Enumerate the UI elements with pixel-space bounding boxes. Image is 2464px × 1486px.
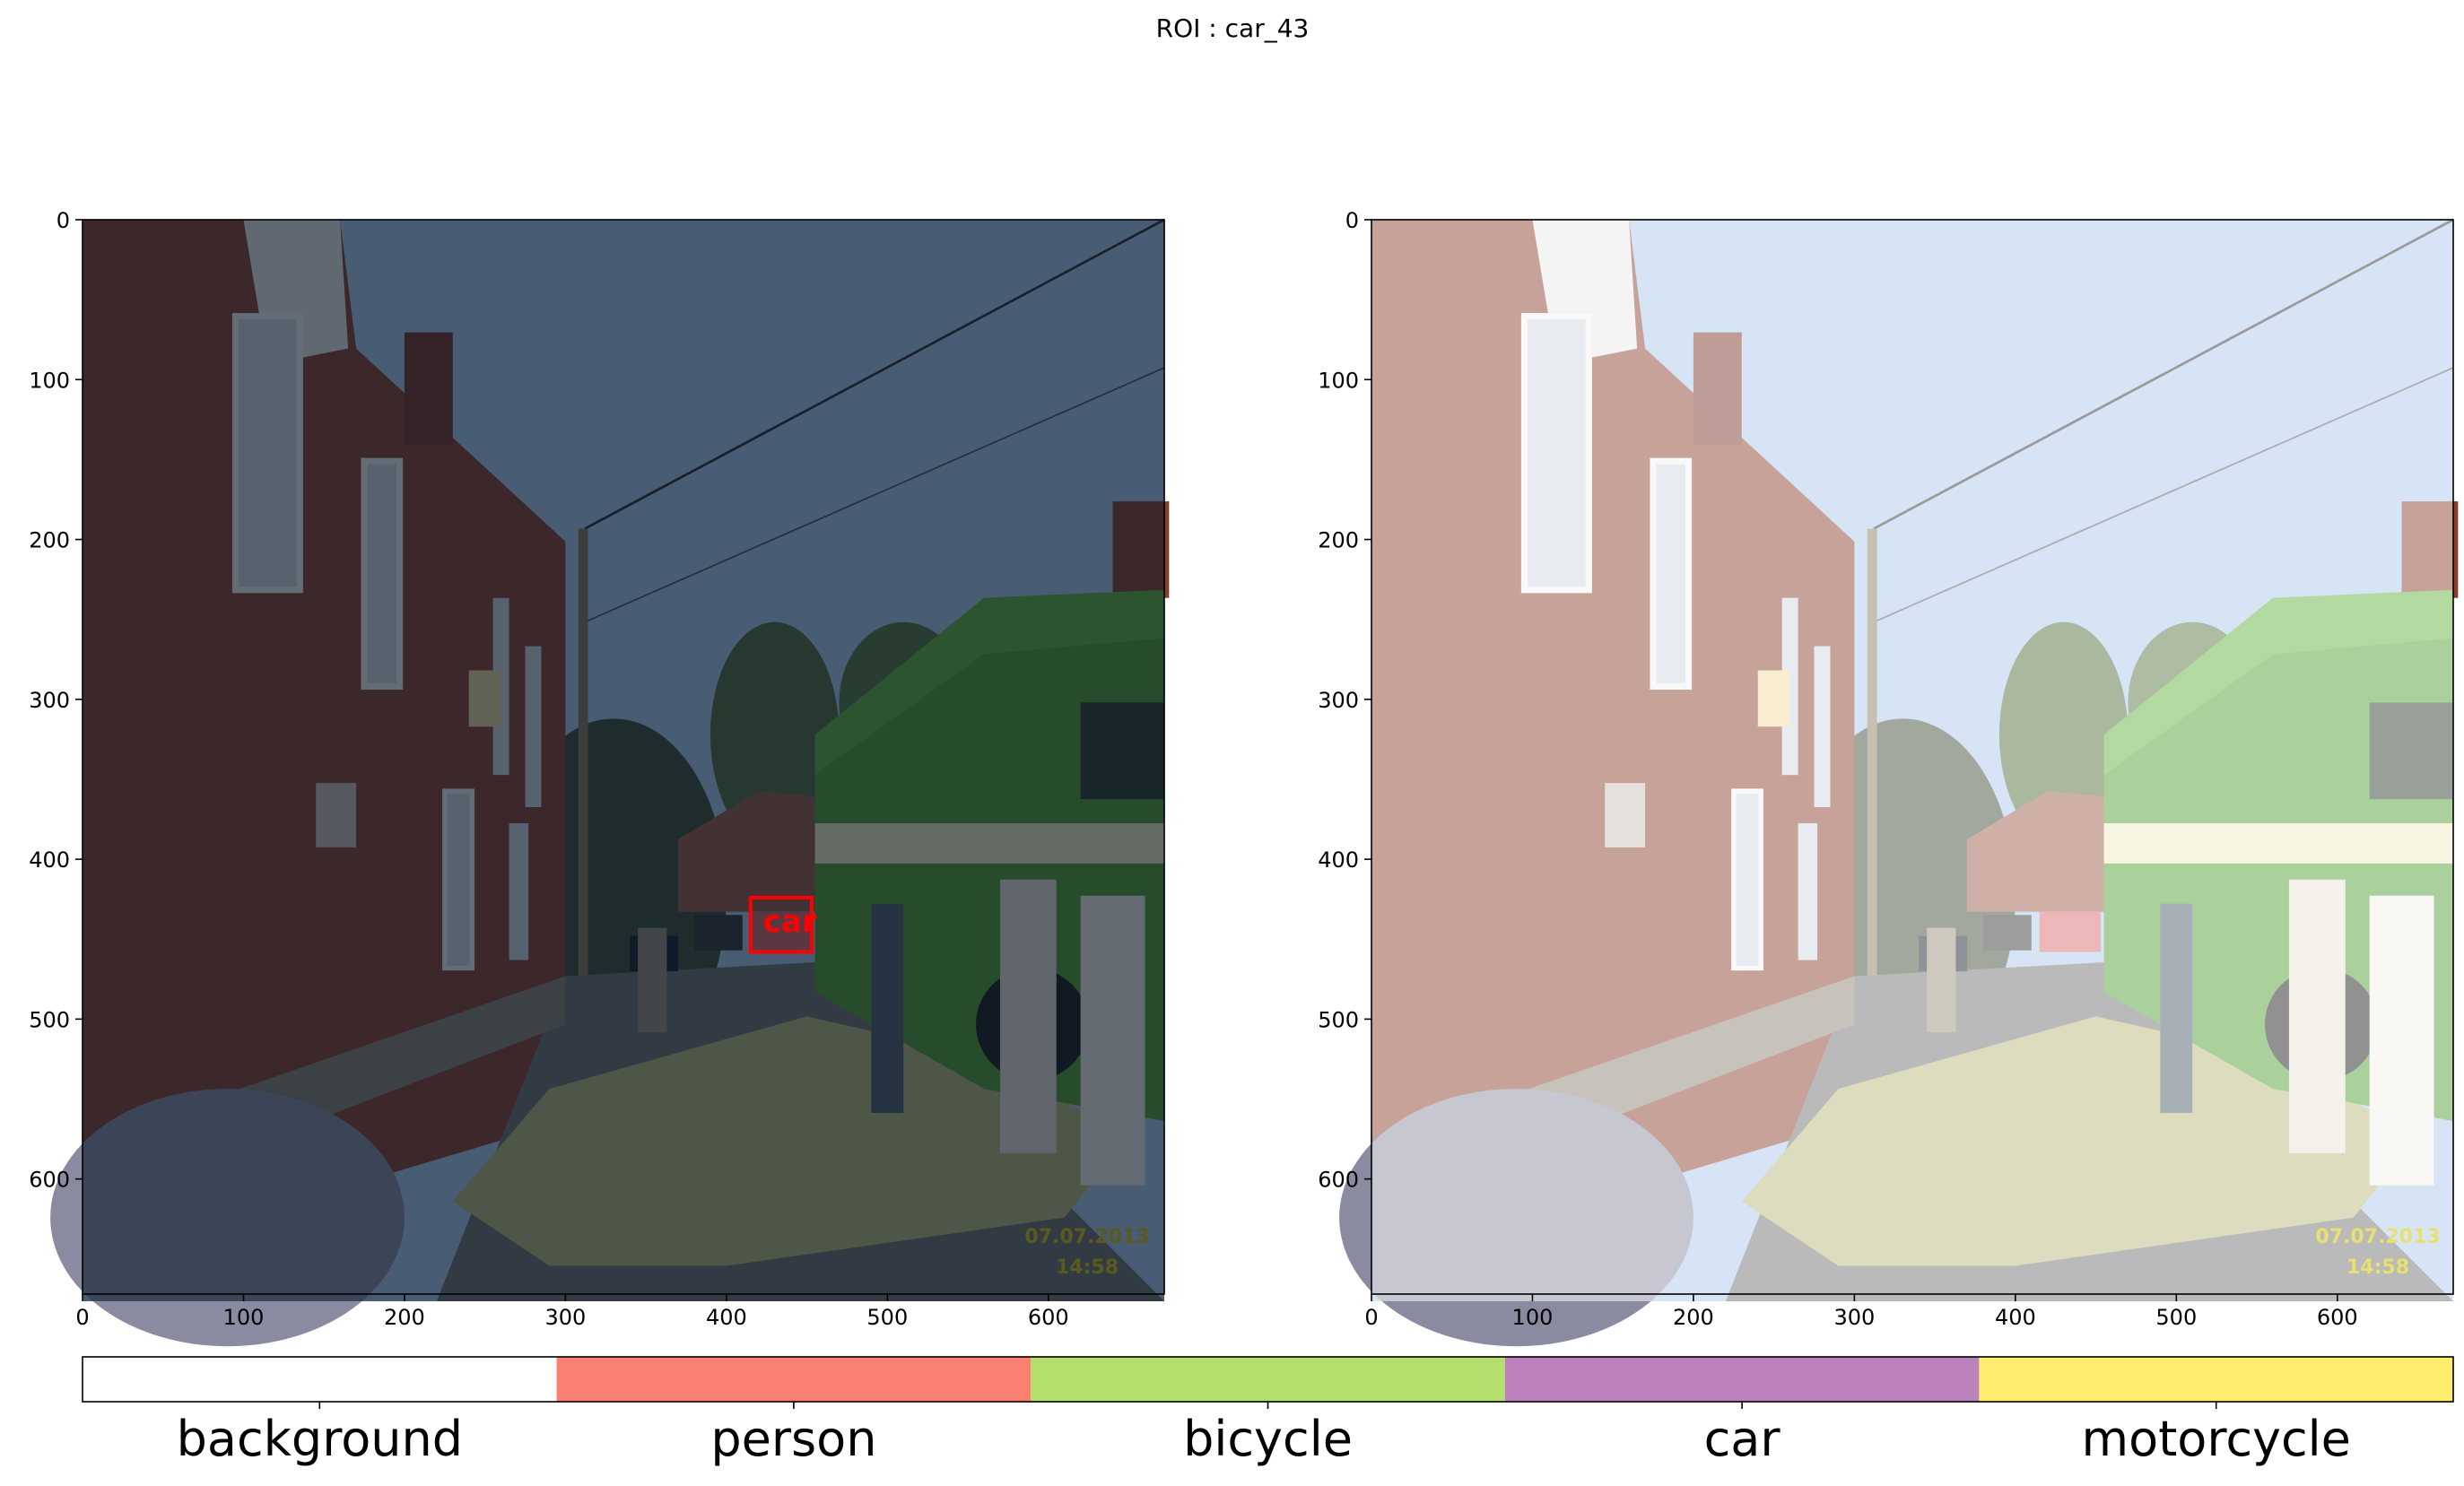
right-xtick-label: 400 <box>1995 1305 2036 1330</box>
left-xtick-label: 500 <box>866 1305 908 1330</box>
right-xtick-label: 300 <box>1833 1305 1875 1330</box>
left-image <box>50 220 1169 1346</box>
colorbar-label-bicycle: bicycle <box>1183 1411 1353 1467</box>
right-ytick-label: 600 <box>1318 1168 1359 1193</box>
left-ytick-label: 300 <box>29 688 70 713</box>
right-xtick-label: 500 <box>2155 1305 2197 1330</box>
colorbar-segment-background <box>83 1357 557 1402</box>
colorbar-label-motorcycle: motorcycle <box>2081 1411 2350 1467</box>
left-ytick-label: 0 <box>57 208 70 233</box>
colorbar-segment-motorcycle <box>1979 1357 2453 1402</box>
left-image-panel: car 07.07.2013 14:58 0 100 200 300 400 500 600… <box>29 208 1169 1346</box>
figure-title: ROI : car_43 <box>1156 13 1310 43</box>
colorbar-label-person: person <box>710 1411 876 1467</box>
right-xtick-label: 600 <box>2317 1305 2358 1330</box>
colorbar-segment-bicycle <box>1031 1357 1505 1402</box>
right-ytick-label: 200 <box>1318 528 1359 553</box>
left-timestamp-time: 14:58 <box>1056 1256 1119 1279</box>
right-image-panel: 07.07.2013 14:58 0 100 200 300 400 500 600 0 100… <box>1318 208 2458 1346</box>
left-xtick-label: 100 <box>223 1305 265 1330</box>
roi-label: car <box>763 904 817 940</box>
colorbar-frame <box>82 1356 2454 1403</box>
left-ytick-label: 600 <box>29 1168 70 1193</box>
right-xtick-label: 200 <box>1673 1305 1714 1330</box>
left-ytick-label: 500 <box>29 1007 70 1032</box>
right-xtick-label: 0 <box>1364 1305 1378 1330</box>
colorbar-label-background: background <box>177 1411 463 1467</box>
right-ytick-label: 400 <box>1318 847 1359 873</box>
left-xtick-label: 200 <box>384 1305 425 1330</box>
right-ytick-label: 0 <box>1345 208 1359 233</box>
right-ytick-label: 500 <box>1318 1007 1359 1032</box>
right-ytick-label: 300 <box>1318 688 1359 713</box>
left-ytick-label: 400 <box>29 847 70 873</box>
colorbar-segment-car <box>1504 1357 1980 1402</box>
left-axes-frame <box>82 219 1165 1295</box>
left-axis-ticks: 0 100 200 300 400 500 600 0 100 200 300 400 500 600 <box>29 208 1069 1330</box>
right-axes-frame <box>1371 219 2454 1295</box>
right-timestamp-time: 14:58 <box>2346 1256 2409 1279</box>
colorbar-segment-person <box>556 1357 1032 1402</box>
left-xtick-label: 0 <box>75 1305 89 1330</box>
left-xtick-label: 400 <box>706 1305 747 1330</box>
left-ytick-label: 100 <box>29 368 70 393</box>
right-xtick-label: 100 <box>1512 1305 1554 1330</box>
left-timestamp-date: 07.07.2013 <box>1024 1226 1149 1248</box>
left-ytick-label: 200 <box>29 528 70 553</box>
right-axis-ticks: 0 100 200 300 400 500 600 0 100 200 300 400 500 600 <box>1318 208 2358 1330</box>
roi-bounding-box <box>748 895 814 954</box>
category-colorbar: background person bicycle car motorcycle <box>82 1356 2454 1467</box>
left-xtick-label: 600 <box>1028 1305 1069 1330</box>
colorbar-label-car: car <box>1704 1411 1781 1467</box>
right-ytick-label: 100 <box>1318 368 1359 393</box>
left-xtick-label: 300 <box>544 1305 586 1330</box>
right-image <box>1339 220 2458 1346</box>
right-timestamp-date: 07.07.2013 <box>2315 1226 2440 1248</box>
